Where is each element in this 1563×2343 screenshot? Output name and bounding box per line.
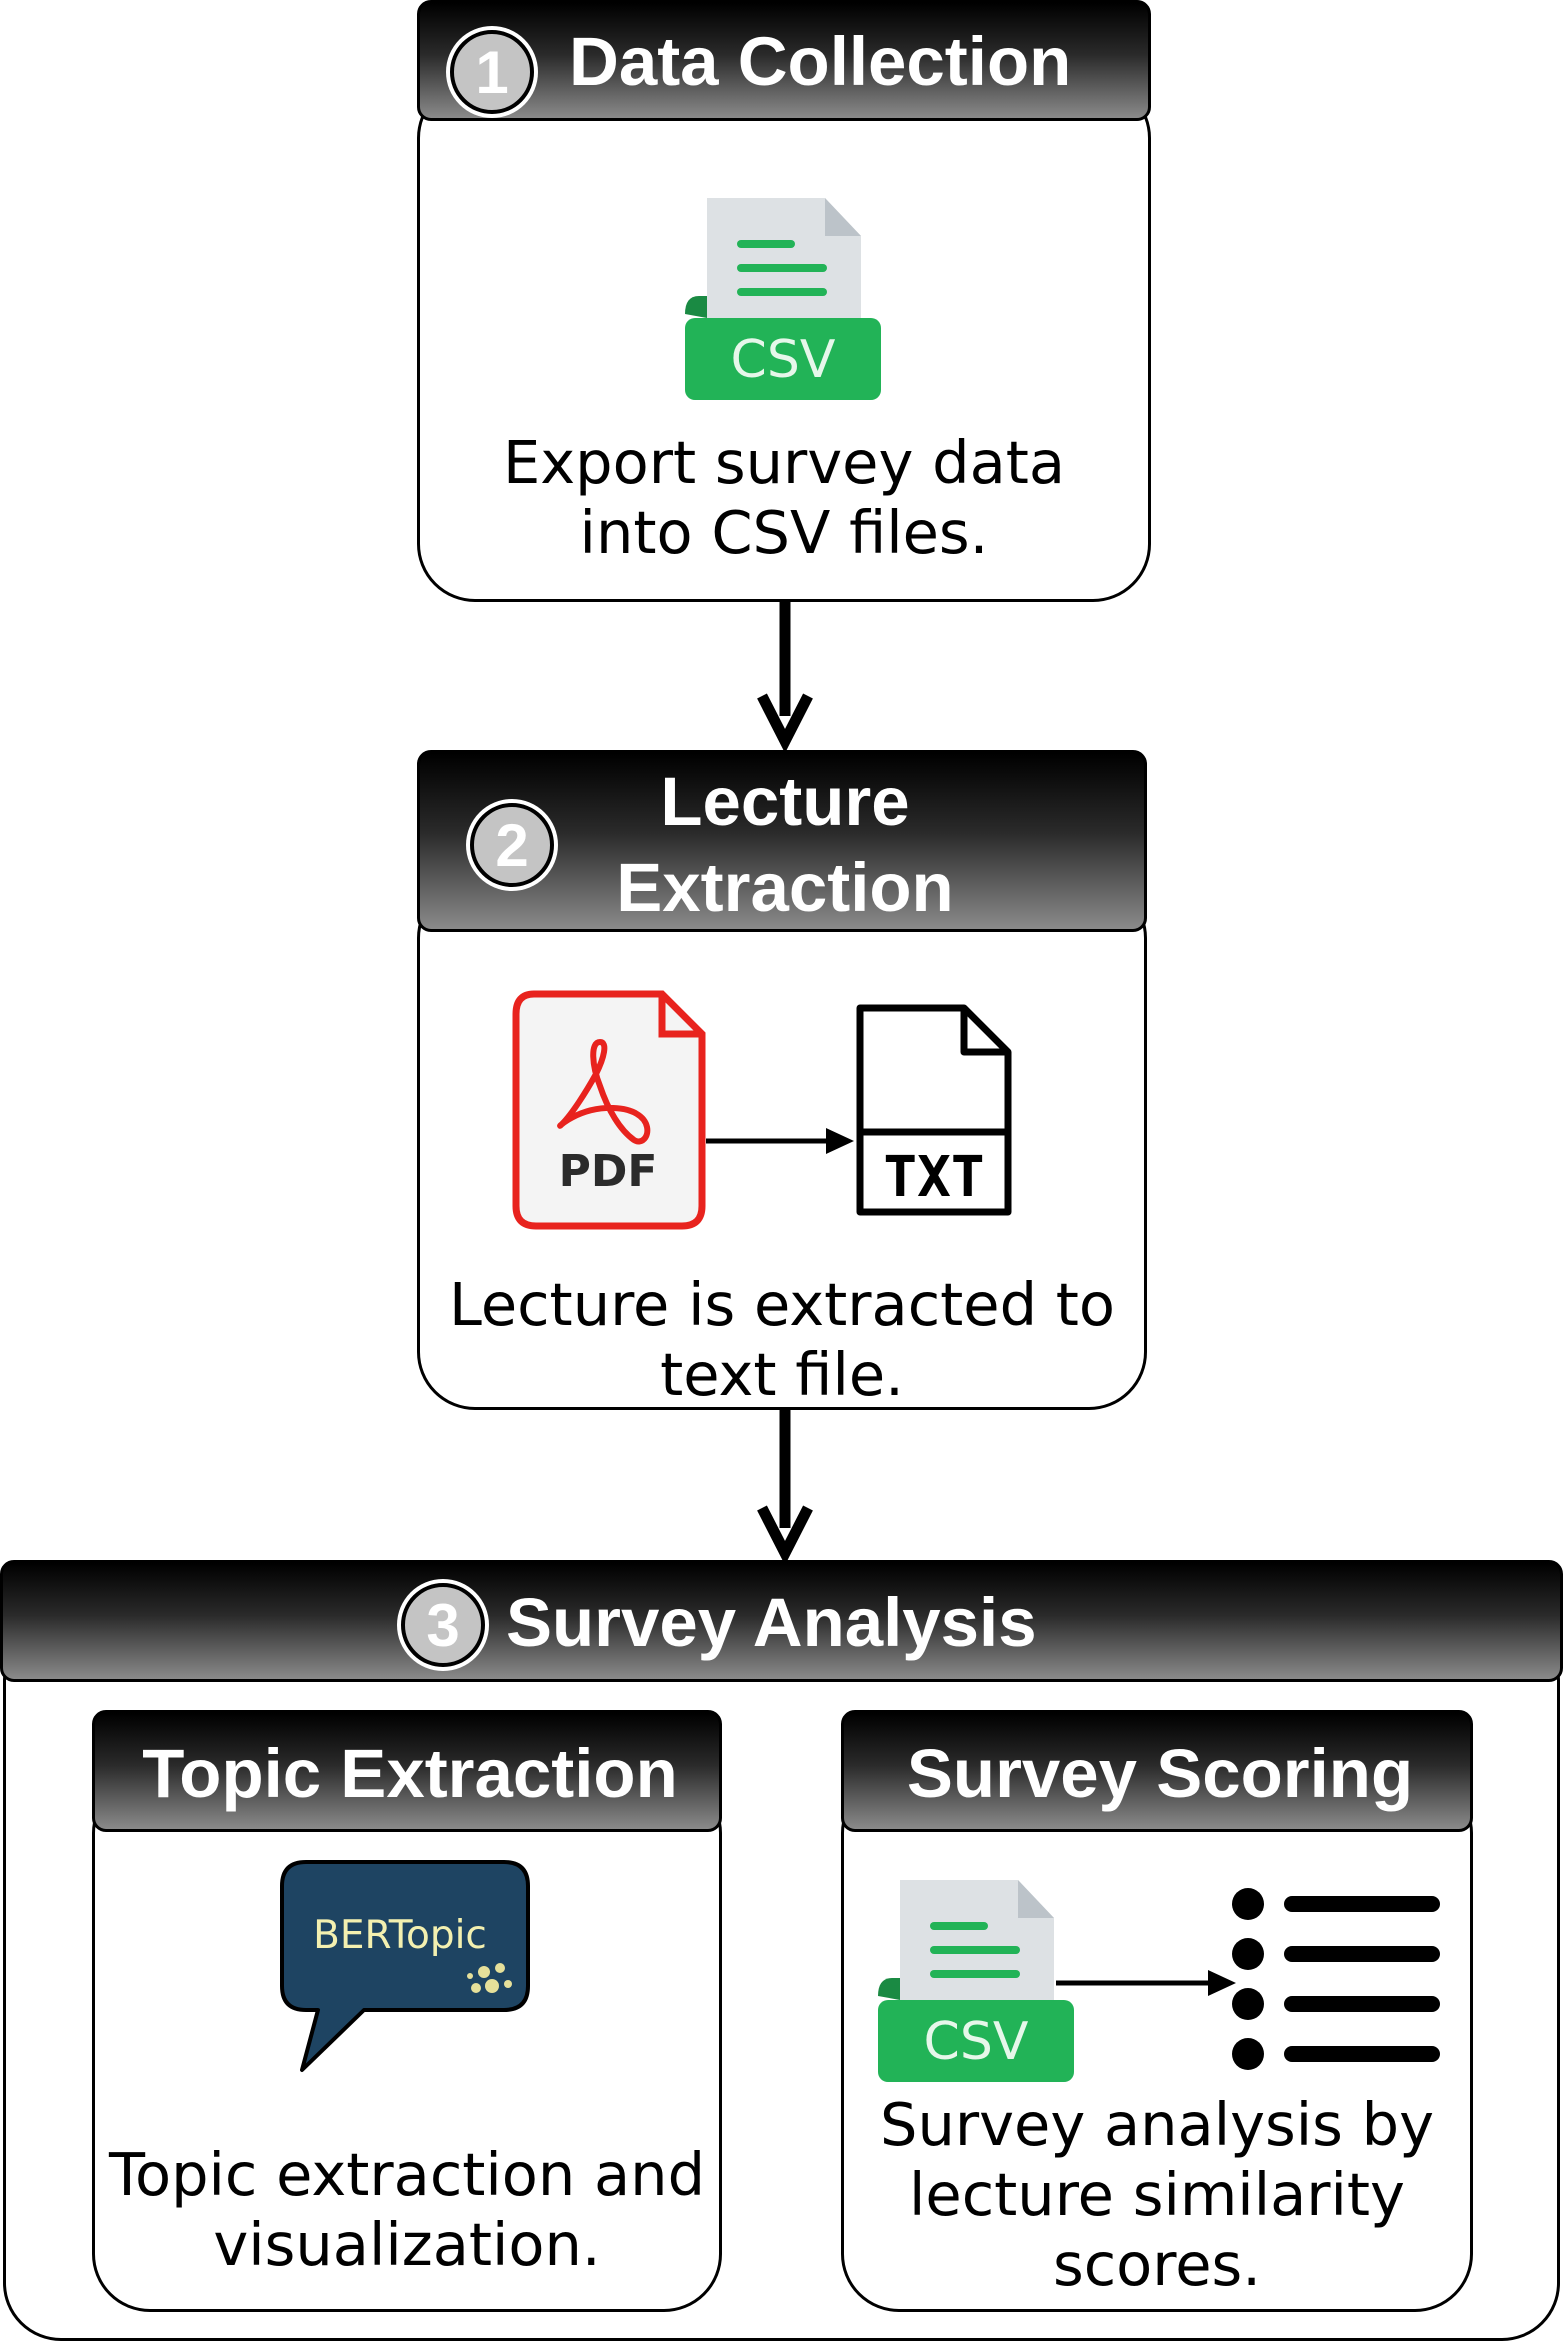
arrow-step2-to-step3 bbox=[757, 1410, 813, 1566]
pdf-file-icon: PDF bbox=[512, 990, 706, 1230]
pdf-to-txt-arrow bbox=[706, 1128, 854, 1154]
step2-title-line2: Extraction bbox=[616, 849, 954, 926]
step3-title: Survey Analysis bbox=[506, 1584, 1037, 1661]
pdf-icon-label: PDF bbox=[559, 1146, 658, 1197]
step1-description-line2: into CSV files. bbox=[579, 498, 989, 567]
topic-extraction-header: Topic Extraction bbox=[92, 1710, 722, 1832]
topic-extraction-description-line1: Topic extraction and bbox=[108, 2140, 706, 2209]
survey-scoring-description-line2: lecture similarity bbox=[909, 2160, 1405, 2229]
step2-description-line1: Lecture is extracted to bbox=[448, 1270, 1116, 1339]
step1-description: Export survey data into CSV files. bbox=[417, 428, 1151, 568]
step2-description-line2: text file. bbox=[660, 1340, 904, 1409]
csv-icon-label: CSV bbox=[731, 330, 836, 390]
csv-file-icon: CSV bbox=[685, 198, 881, 400]
survey-scoring-description: Survey analysis by lecture similarity sc… bbox=[841, 2090, 1473, 2300]
step2-title-line1: Lecture bbox=[660, 763, 910, 840]
step2-description: Lecture is extracted to text file. bbox=[417, 1270, 1147, 1410]
bertopic-logo: BERTopic bbox=[280, 1860, 530, 2072]
topic-extraction-description-line2: visualization. bbox=[213, 2210, 601, 2279]
bertopic-logo-text: BERTopic bbox=[313, 1913, 487, 1958]
topic-extraction-description: Topic extraction and visualization. bbox=[92, 2140, 722, 2280]
step3-number-badge: 3 bbox=[401, 1583, 485, 1667]
arrow-step1-to-step2 bbox=[757, 598, 813, 754]
topic-extraction-title: Topic Extraction bbox=[142, 1735, 678, 1812]
step1-title: Data Collection bbox=[569, 23, 1072, 100]
step1-header: 1 Data Collection bbox=[417, 0, 1151, 121]
step1-description-line1: Export survey data bbox=[502, 428, 1066, 497]
step2-number: 2 bbox=[495, 812, 529, 879]
step3-header: 3 Survey Analysis bbox=[0, 1560, 1563, 1682]
step2-number-badge: 2 bbox=[470, 803, 554, 887]
csv-icon-scoring-label: CSV bbox=[924, 2012, 1029, 2072]
survey-scoring-description-line1: Survey analysis by bbox=[880, 2090, 1434, 2159]
list-icon bbox=[1232, 1888, 1440, 2070]
csv-file-icon-scoring: CSV bbox=[878, 1880, 1074, 2082]
txt-icon-label: TXT bbox=[883, 1145, 984, 1210]
step1-number-badge: 1 bbox=[450, 30, 534, 114]
step2-header: 2 Lecture Extraction bbox=[417, 750, 1147, 932]
survey-scoring-header: Survey Scoring bbox=[841, 1710, 1473, 1832]
survey-scoring-title: Survey Scoring bbox=[906, 1735, 1414, 1812]
txt-file-icon: TXT bbox=[856, 1004, 1012, 1216]
csv-to-list-arrow bbox=[1056, 1970, 1236, 1996]
step1-number: 1 bbox=[475, 39, 509, 106]
survey-scoring-description-line3: scores. bbox=[1052, 2230, 1262, 2299]
step3-number: 3 bbox=[426, 1592, 460, 1659]
